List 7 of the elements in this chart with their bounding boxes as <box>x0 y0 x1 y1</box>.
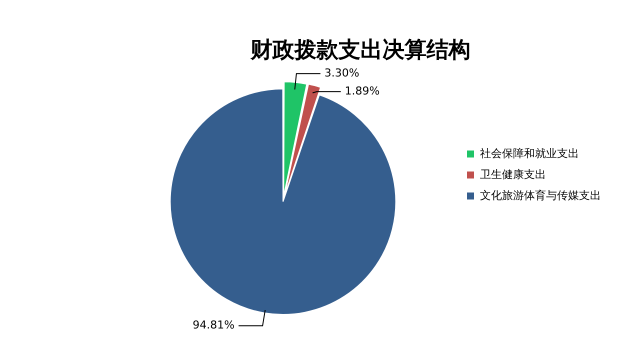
data-label: 3.30% <box>324 66 360 80</box>
legend-label: 社会保障和就业支出 <box>480 146 579 160</box>
legend-label: 卫生健康支出 <box>480 168 546 181</box>
data-label: 94.81% <box>192 318 235 332</box>
chart-title: 财政拨款支出决算结构 <box>250 38 470 63</box>
data-label: 1.89% <box>344 84 380 98</box>
legend-label: 文化旅游体育与传媒支出 <box>480 188 601 202</box>
